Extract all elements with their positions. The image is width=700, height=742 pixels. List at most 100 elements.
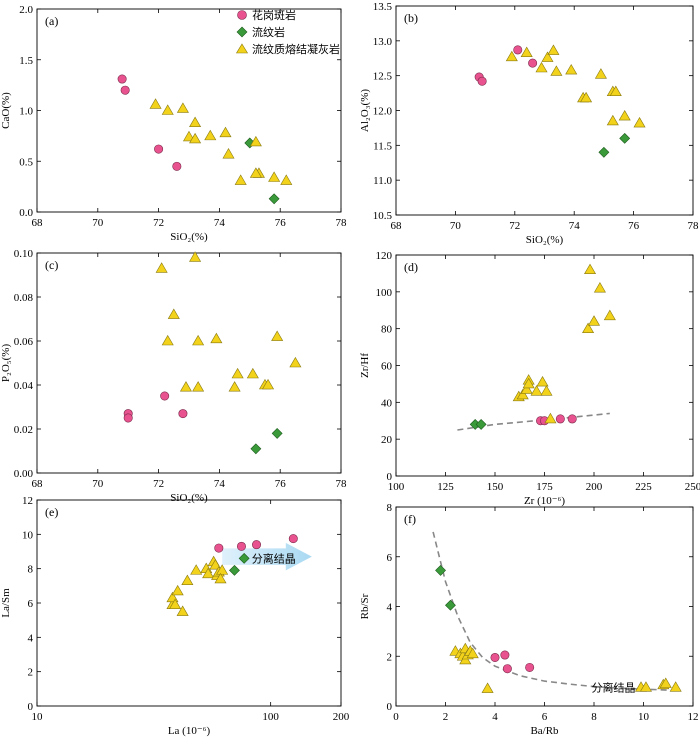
y-tick-label: 4: [387, 602, 393, 614]
data-point-triangle: [535, 61, 548, 73]
y-tick-label: 6: [387, 552, 393, 564]
x-tick-label: 74: [214, 217, 226, 229]
x-tick-label: 225: [635, 481, 652, 493]
y-axis-label: Rb/Sr: [359, 593, 371, 619]
panel-d: 100 125 150 175 200 225 250 0 20 40 60 80 100 120 Zr (…: [359, 250, 700, 507]
y-tick-label: 10: [22, 529, 34, 541]
plot-frame: [395, 254, 694, 477]
y-tick-label: 1.5: [19, 55, 33, 67]
data-point-triangle: [580, 91, 593, 103]
data-point-triangle: [246, 367, 259, 379]
data-point-triangle: [189, 132, 202, 144]
y-tick-label: 0.08: [14, 292, 34, 304]
y-tick-label: 2.0: [19, 4, 33, 16]
data-point-circle: [120, 85, 130, 95]
plot-frame: [395, 5, 694, 216]
y-tick-label: 1.0: [19, 106, 33, 118]
legend-marker-circle: [237, 10, 247, 20]
x-tick-label: 78: [336, 478, 348, 490]
data-point-triangle: [167, 308, 180, 319]
y-tick-label: 4: [28, 632, 34, 644]
data-point-triangle: [466, 647, 479, 659]
data-point-triangle: [606, 114, 619, 126]
data-point-circle: [528, 58, 538, 68]
data-point-circle: [172, 161, 182, 171]
data-point-triangle: [249, 167, 262, 178]
y-tick-label: 10.5: [373, 210, 393, 222]
panel-a: 68 70 72 74 76 78 0.0 0.5 1.0 1.5 2.0 SiO₂(%) CaO(%)…: [0, 4, 347, 243]
y-tick-label: 11.5: [373, 140, 392, 152]
y-tick-label: 0.04: [14, 380, 34, 392]
x-tick-label: 12: [688, 711, 699, 723]
y-tick-label: 120: [376, 250, 393, 262]
data-point-triangle: [584, 263, 597, 275]
x-tick-label: 78: [688, 220, 700, 232]
plot-frame: [395, 506, 694, 707]
data-point-circle: [160, 391, 170, 401]
data-point-triangle: [161, 334, 174, 346]
x-tick-label: 74: [214, 478, 226, 490]
y-tick-label: 8: [28, 564, 34, 576]
x-tick-label: 68: [391, 220, 403, 232]
x-tick-label: 72: [509, 220, 520, 232]
x-tick-label: 125: [437, 481, 454, 493]
data-point-triangle: [550, 65, 563, 76]
y-axis-label: Al₂O₃(%): [359, 89, 371, 132]
data-point-triangle: [618, 109, 631, 121]
y-tick-label: 12.0: [373, 106, 393, 118]
legend-label-2: 流纹岩: [252, 25, 285, 39]
data-point-triangle: [210, 332, 223, 344]
x-tick-label: 250: [685, 481, 700, 493]
data-point-triangle: [633, 116, 646, 128]
data-point-triangle: [520, 46, 533, 57]
x-tick-label: 150: [487, 481, 504, 493]
panel-label: (c): [45, 258, 58, 272]
panel-f: 0 2 4 6 8 10 12 0 2 4 6 8 Ba/Rb Rb/Sr (f) 分离结晶: [359, 502, 699, 737]
y-tick-label: 0.10: [14, 248, 34, 260]
y-tick-label: 0: [387, 701, 393, 713]
data-point-triangle: [594, 68, 607, 79]
x-tick-label: 8: [591, 711, 597, 723]
data-point-triangle: [639, 681, 652, 692]
data-point-triangle: [216, 564, 229, 575]
trend-curve: [432, 531, 669, 691]
data-point-triangle: [155, 262, 168, 273]
x-tick-label: 175: [536, 481, 553, 493]
panel-label: (f): [404, 512, 416, 526]
x-tick-label: 100: [262, 711, 279, 723]
x-tick-label: 2: [443, 711, 449, 723]
data-point-triangle: [202, 567, 215, 579]
data-point-triangle: [544, 412, 557, 424]
data-point-diamond: [238, 552, 250, 564]
data-point-circle: [214, 543, 224, 553]
annotation-text: 分离结晶: [592, 680, 636, 694]
x-tick-label: 10: [638, 711, 650, 723]
data-point-triangle: [547, 44, 560, 55]
data-point-triangle: [161, 104, 174, 115]
data-point-triangle: [481, 682, 494, 693]
data-point-triangle: [582, 322, 595, 333]
x-tick-label: 0: [393, 711, 399, 723]
data-point-triangle: [182, 130, 196, 142]
legend-marker-triangle: [235, 43, 249, 54]
data-point-diamond: [445, 599, 456, 611]
data-point-circle: [288, 534, 298, 544]
x-tick-label: 70: [92, 478, 104, 490]
plot-frame: [36, 252, 342, 474]
data-point-circle: [154, 144, 164, 154]
x-axis-label: Zr (10⁻⁶): [524, 495, 565, 507]
data-point-triangle: [659, 677, 672, 688]
x-tick-label: 78: [336, 217, 348, 229]
data-point-triangle: [171, 584, 184, 596]
data-point-triangle: [603, 309, 616, 321]
data-point-triangle: [149, 98, 162, 109]
plot-frame: [36, 8, 342, 213]
x-tick-label: 68: [32, 217, 44, 229]
data-point-circle: [555, 414, 565, 424]
x-tick-label: 74: [569, 220, 581, 232]
panel-label: (d): [404, 260, 418, 274]
data-point-circle: [236, 541, 246, 551]
data-point-triangle: [516, 388, 529, 400]
y-axis-label: CaO(%): [0, 92, 12, 129]
y-tick-label: 20: [381, 434, 393, 446]
